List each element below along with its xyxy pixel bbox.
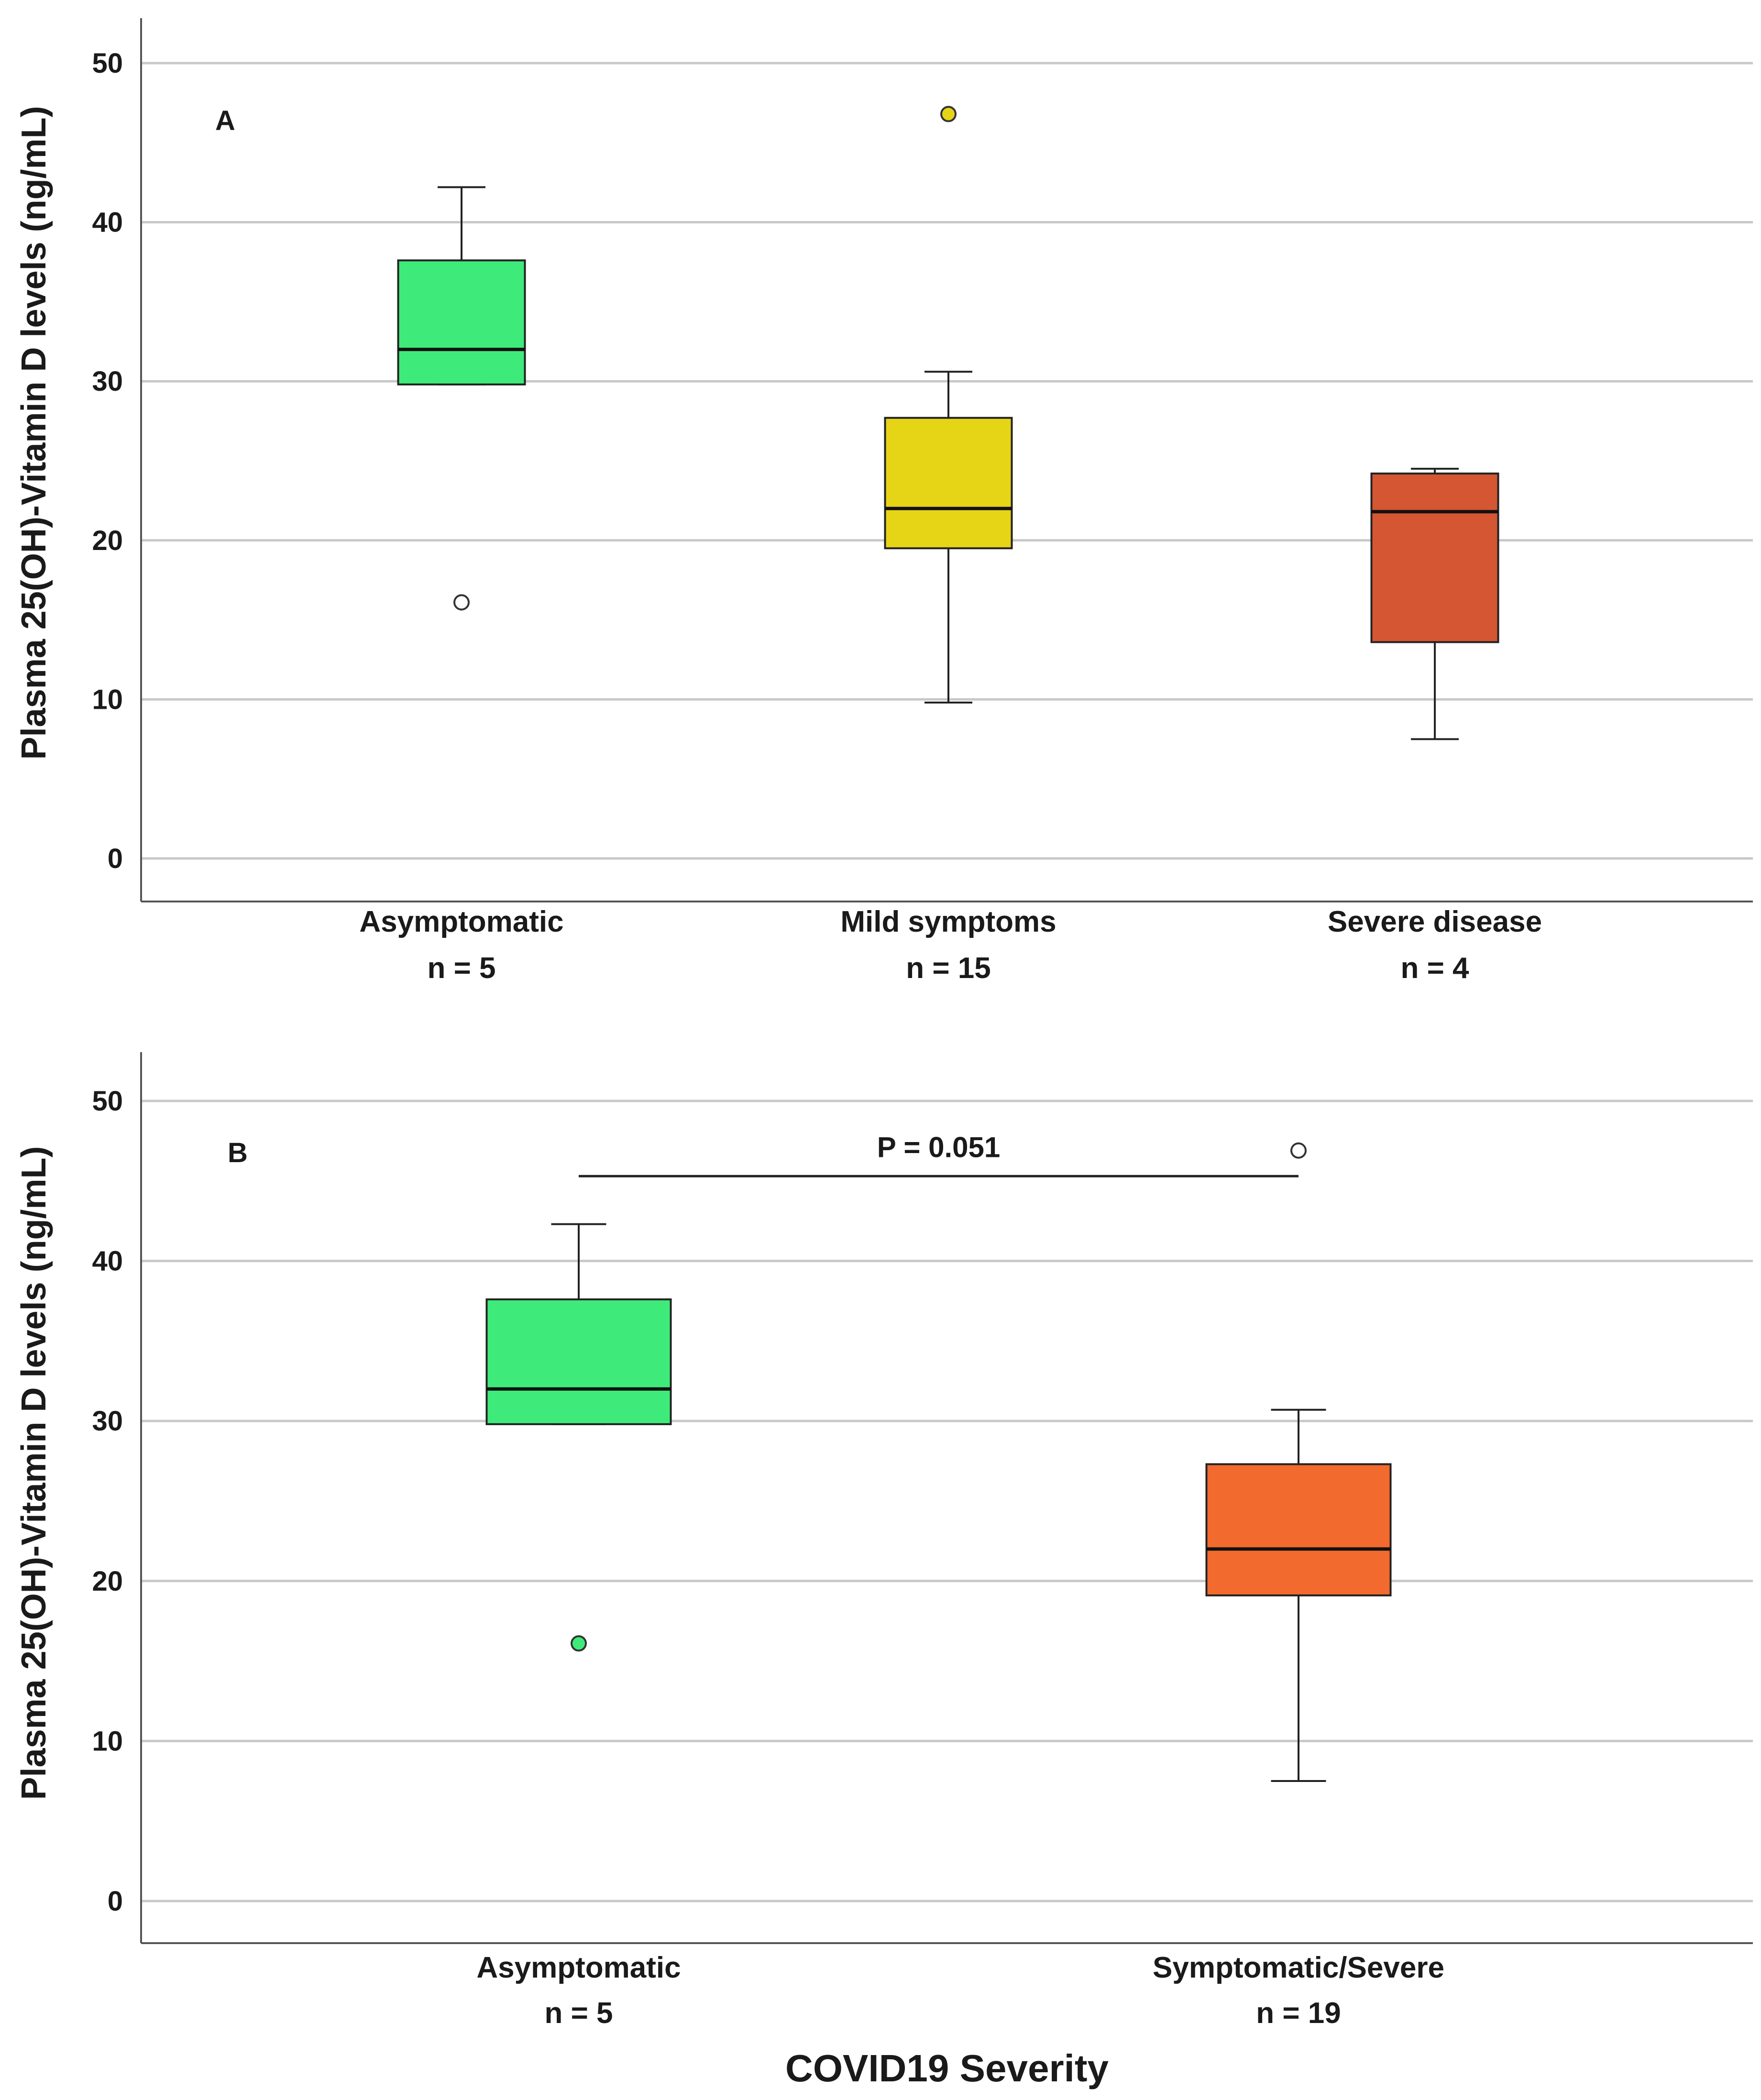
- category-label: Asymptomatic: [476, 1951, 681, 1984]
- y-axis-label: Plasma 25(OH)-Vitamin D levels (ng/mL): [15, 106, 53, 759]
- y-tick-label: 50: [92, 48, 123, 79]
- box: [1370, 473, 1499, 643]
- y-tick-label: 0: [108, 1886, 123, 1917]
- outlier-point: [1290, 1142, 1307, 1159]
- panel-a: 0 10 20 30 40 50 Plasma 25(OH)-Vitamin D level…: [15, 18, 1753, 985]
- outlier-point: [940, 106, 957, 122]
- category-n-label: n = 5: [544, 1997, 613, 2030]
- y-tick-label: 30: [92, 366, 123, 397]
- y-tick-label: 10: [92, 684, 123, 715]
- y-tick-label: 40: [92, 207, 123, 238]
- category-label: Asymptomatic: [359, 905, 563, 938]
- category-n-label: n = 5: [427, 952, 495, 985]
- category-label: Mild symptoms: [840, 905, 1056, 938]
- box: [485, 1298, 672, 1425]
- box: [397, 259, 526, 385]
- outlier-point: [571, 1635, 587, 1652]
- y-tick-label: 40: [92, 1246, 123, 1277]
- panel-label: B: [228, 1137, 248, 1168]
- box-group: [884, 106, 1013, 704]
- y-tick-label: 30: [92, 1406, 123, 1437]
- box-group: [397, 186, 526, 611]
- box-group: [1205, 1142, 1392, 1782]
- box-group: [485, 1223, 672, 1652]
- significance-label: P = 0.051: [877, 1131, 1000, 1163]
- y-tick-label: 20: [92, 525, 123, 556]
- y-tick-label: 10: [92, 1726, 123, 1757]
- y-tick-label: 50: [92, 1086, 123, 1117]
- box: [1205, 1463, 1392, 1596]
- category-n-label: n = 4: [1400, 952, 1469, 985]
- x-axis-label: COVID19 Severity: [785, 2047, 1109, 2089]
- box-group: [1370, 468, 1499, 740]
- category-label: Severe disease: [1328, 905, 1542, 938]
- y-axis-label: Plasma 25(OH)-Vitamin D levels (ng/mL): [15, 1146, 53, 1800]
- y-tick-label: 0: [108, 843, 123, 874]
- panel-b: 0 10 20 30 40 50 Plasma 25(OH)-Vitamin D level…: [15, 1052, 1753, 2089]
- box: [884, 417, 1013, 550]
- panel-label: A: [215, 105, 235, 136]
- y-tick-label: 20: [92, 1566, 123, 1597]
- outlier-point: [453, 594, 470, 611]
- category-label: Symptomatic/Severe: [1153, 1951, 1444, 1984]
- category-n-label: n = 19: [1256, 1997, 1341, 2030]
- category-n-label: n = 15: [906, 952, 991, 985]
